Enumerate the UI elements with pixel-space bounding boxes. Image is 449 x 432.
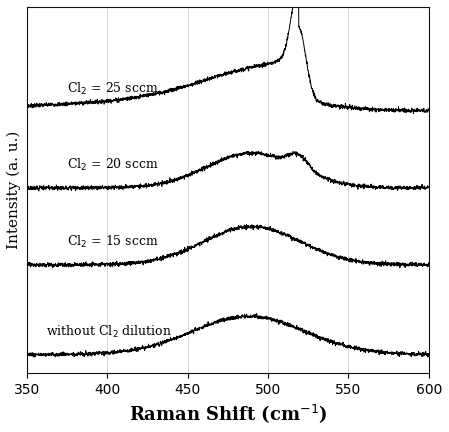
Y-axis label: Intensity (a. u.): Intensity (a. u.) xyxy=(7,131,22,249)
Text: Cl$_2$ = 25 sccm: Cl$_2$ = 25 sccm xyxy=(67,81,159,97)
X-axis label: Raman Shift (cm$^{-1}$): Raman Shift (cm$^{-1}$) xyxy=(129,402,327,425)
Text: without Cl$_2$ dilution: without Cl$_2$ dilution xyxy=(46,324,172,340)
Text: Cl$_2$ = 20 sccm: Cl$_2$ = 20 sccm xyxy=(67,157,159,173)
Text: Cl$_2$ = 15 sccm: Cl$_2$ = 15 sccm xyxy=(67,234,159,250)
